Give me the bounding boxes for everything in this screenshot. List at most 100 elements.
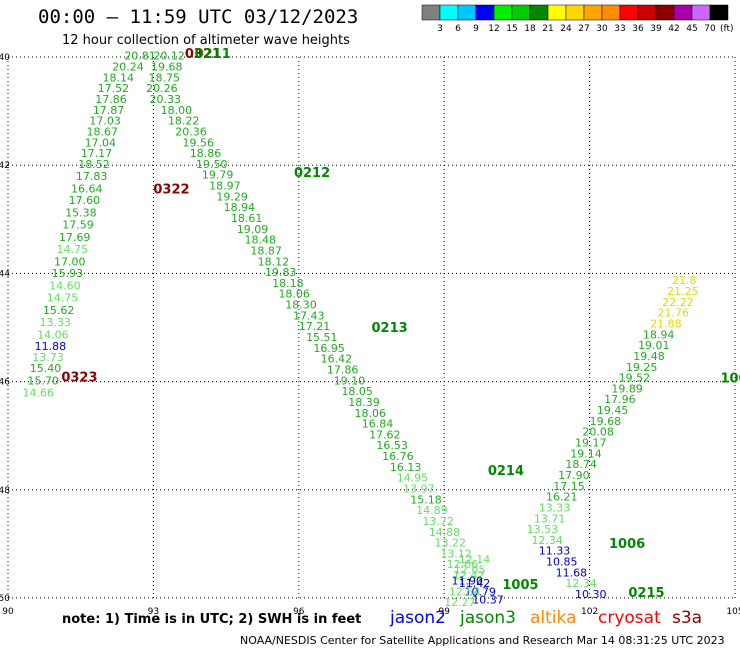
wave-height-1-39: 14.95: [397, 472, 429, 485]
wave-height-1-28: 16.42: [321, 353, 353, 366]
wave-height-1-44: 14.88: [429, 526, 461, 539]
colorbar-label-9: 30: [596, 24, 608, 34]
colorbar-swatch-12: [637, 4, 657, 21]
wave-height-3-4: 11.33: [539, 545, 571, 558]
colorbar-swatch-13: [655, 4, 675, 21]
wave-height-0-0: 20.81: [124, 50, 156, 63]
wave-height-1-1: 19.68: [151, 61, 183, 74]
wave-height-3-26: 21.76: [657, 307, 689, 320]
wave-height-1-26: 15.51: [306, 331, 338, 344]
wave-height-1-47: 12.66: [447, 558, 479, 571]
time-label-0323: 0323: [61, 371, 97, 386]
wave-height-0-25: 11.88: [35, 340, 66, 353]
wave-height-1-29: 17.86: [327, 363, 359, 376]
colorbar-label-5: 18: [524, 24, 536, 34]
wave-height-1-46: 13.12: [440, 547, 472, 560]
time-label-0215: 0215: [628, 586, 664, 601]
wave-height-1-50: 10.79: [465, 585, 497, 598]
wave-height-1-22: 18.06: [278, 288, 310, 301]
wave-height-3-12: 18.74: [565, 458, 597, 471]
wave-height-1-49: 11.42: [459, 577, 491, 590]
wave-height-0-4: 17.86: [95, 93, 127, 106]
colorbar-label-11: 36: [632, 24, 644, 34]
wave-height-3-9: 16.21: [546, 491, 578, 504]
wave-height-0-16: 17.69: [59, 231, 91, 244]
wave-height-0-11: 17.83: [76, 170, 108, 183]
colorbar-swatch-3: [475, 4, 495, 21]
wave-height-0-27: 15.40: [30, 362, 61, 375]
wave-height-2-1: 12.05: [454, 564, 486, 577]
wave-height-3-18: 17.96: [604, 393, 636, 406]
wave-height-0-8: 17.04: [85, 136, 117, 149]
wave-height-1-43: 13.72: [422, 515, 454, 528]
wave-height-0-13: 17.60: [69, 194, 101, 207]
wave-height-3-28: 21.25: [667, 285, 699, 298]
wave-height-1-51: 10.37: [472, 593, 504, 606]
legend-altika: altika: [530, 608, 577, 628]
x-tick-label-2: 96: [293, 607, 305, 617]
colorbar-label-1: 6: [455, 24, 461, 34]
x-tick-label-3: 99: [438, 607, 450, 617]
time-label-0321: 0321: [185, 47, 221, 62]
wave-height-3-5: 12.34: [531, 534, 563, 547]
footer-note: note: 1) Time is in UTC; 2) SWH is in fe…: [62, 612, 362, 627]
wave-height-1-4: 20.33: [150, 93, 182, 106]
legend-s3a: s3a: [672, 608, 703, 628]
wave-height-1-19: 18.12: [258, 255, 290, 268]
colorbar-label-15: 70: [704, 24, 716, 34]
wave-height-3-27: 22.22: [662, 296, 694, 309]
wave-height-1-20: 19.83: [265, 266, 297, 279]
colorbar-label-13: 42: [668, 24, 679, 34]
wave-height-3-20: 19.52: [619, 372, 651, 385]
wave-height-3-7: 13.71: [534, 512, 566, 525]
wave-height-0-14: 15.38: [65, 207, 97, 220]
wave-height-1-0: 20.12: [153, 50, 185, 63]
colorbar-swatch-5: [511, 4, 531, 21]
wave-height-3-24: 18.94: [643, 328, 675, 341]
wave-height-0-19: 15.93: [52, 267, 83, 280]
y-tick-label-0: -40: [0, 53, 10, 63]
colorbar-label-6: 21: [542, 24, 553, 34]
x-tick-label-1: 93: [148, 607, 159, 617]
wave-height-3-21: 19.25: [626, 361, 658, 374]
time-label-0322: 0322: [153, 182, 189, 197]
colorbar-swatch-9: [583, 4, 603, 21]
wave-height-1-38: 16.13: [390, 461, 422, 474]
wave-height-3-15: 20.08: [582, 426, 614, 439]
time-label-0211: 0211: [195, 47, 231, 62]
colorbar-swatch-4: [493, 4, 513, 21]
wave-height-3-29: 21.8: [672, 274, 697, 287]
wave-height-1-15: 18.61: [231, 212, 262, 225]
wave-height-3-19: 19.89: [611, 382, 643, 395]
footer-credit: NOAA/NESDIS Center for Satellite Applica…: [240, 634, 725, 647]
wave-height-3-17: 19.45: [597, 404, 629, 417]
x-tick-label-4: 102: [581, 607, 598, 617]
wave-height-1-27: 16.95: [313, 342, 345, 355]
wave-height-3-3: 10.85: [546, 556, 578, 569]
x-tick-label-5: 105: [726, 607, 740, 617]
wave-height-3-23: 19.01: [638, 339, 670, 352]
colorbar-swatch-14: [673, 4, 693, 21]
wave-height-2-0: 12.14: [459, 553, 491, 566]
wave-height-1-40: 13.97: [403, 483, 435, 496]
wave-height-0-1: 20.24: [112, 61, 144, 74]
wave-height-1-35: 17.62: [369, 428, 401, 441]
wave-height-3-10: 17.15: [553, 480, 585, 493]
wave-height-3-16: 19.68: [590, 415, 622, 428]
wave-height-1-18: 18.87: [250, 244, 281, 257]
wave-height-1-48: 12.42: [453, 569, 485, 582]
wave-height-1-2: 18.75: [149, 71, 181, 84]
time-label-1007: 1007: [720, 372, 740, 387]
colorbar-label-12: 39: [650, 24, 662, 34]
wave-height-0-12: 16.64: [71, 182, 103, 195]
colorbar-swatch-7: [547, 4, 567, 21]
colorbar-swatch-15: [691, 4, 711, 21]
wave-height-1-7: 20.36: [175, 125, 207, 138]
colorbar-swatch-10: [601, 4, 621, 21]
wave-height-0-5: 17.87: [93, 104, 125, 117]
wave-height-0-17: 14.75: [56, 243, 88, 256]
wave-height-1-13: 19.29: [216, 190, 248, 203]
chart-subtitle: 12 hour collection of altimeter wave hei…: [62, 33, 350, 48]
wave-height-0-29: 14.66: [23, 387, 55, 400]
wave-height-2-3: 12.54: [449, 585, 481, 598]
